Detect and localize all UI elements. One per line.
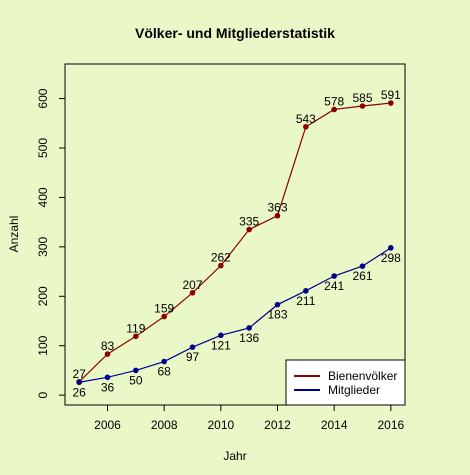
y-tick-label: 500 (36, 138, 50, 158)
data-point (133, 333, 139, 340)
series-1: 27 83 119 159 207 262 335 363 543 578 585 591 (72, 88, 401, 385)
data-point (218, 262, 224, 269)
data-label: 97 (186, 350, 200, 364)
y-tick-label: 200 (36, 286, 50, 306)
data-label: 121 (211, 338, 231, 352)
x-tick-label: 2014 (321, 418, 348, 432)
data-point (133, 367, 139, 374)
data-label: 211 (296, 294, 315, 308)
data-label: 26 (72, 385, 86, 399)
y-tick-label: 600 (36, 88, 50, 108)
data-point (161, 313, 167, 320)
plot-frame (64, 63, 406, 406)
data-point (189, 344, 196, 350)
y-tick-label: 0 (36, 391, 50, 398)
data-label: 262 (211, 251, 231, 265)
data-label: 543 (296, 112, 316, 126)
y-axis-label: Anzahl (7, 216, 21, 253)
data-point (274, 301, 281, 308)
data-point (303, 123, 309, 130)
data-label: 241 (324, 279, 344, 293)
x-tick-label: 2016 (377, 418, 404, 432)
y-axis: 0 100 200 300 400 500 600 (36, 88, 65, 398)
data-label: 183 (267, 308, 287, 322)
data-point (104, 374, 111, 381)
x-axis-label: Jahr (223, 449, 246, 463)
data-label: 68 (157, 365, 171, 379)
data-point (246, 226, 252, 233)
y-tick-label: 300 (36, 237, 50, 257)
data-point (274, 212, 281, 219)
data-point (303, 288, 309, 294)
data-label: 298 (381, 251, 401, 265)
data-label: 50 (129, 373, 143, 387)
data-label: 335 (239, 215, 259, 229)
data-label: 27 (72, 367, 86, 381)
series-2: 26 36 50 68 97 121 136 183 211 241 261 298 (72, 245, 401, 399)
y-tick-label: 100 (36, 335, 50, 355)
data-point (331, 273, 337, 279)
x-tick-label: 2008 (151, 418, 178, 432)
data-point (246, 325, 252, 331)
data-label: 83 (101, 339, 115, 353)
data-point (359, 263, 366, 269)
x-axis: 2006 2008 2010 2012 2014 2016 (94, 405, 405, 432)
x-tick-label: 2006 (94, 418, 121, 432)
data-point (331, 106, 337, 113)
data-label: 363 (267, 201, 287, 215)
legend-entry: Bienenvölker (328, 369, 397, 383)
series-line (79, 247, 392, 383)
chart-title: Völker- und Mitgliederstatistik (135, 25, 335, 41)
data-label: 591 (381, 88, 401, 102)
data-label: 159 (154, 302, 174, 316)
x-tick-label: 2010 (207, 418, 234, 432)
legend-entry: Mitglieder (328, 383, 380, 397)
data-label: 36 (101, 380, 115, 394)
data-point (189, 290, 196, 296)
x-tick-label: 2012 (264, 418, 291, 432)
data-label: 207 (182, 278, 202, 292)
data-label: 585 (352, 91, 372, 105)
data-point (76, 379, 82, 386)
data-point (104, 351, 111, 357)
data-label: 119 (126, 321, 145, 335)
data-point (161, 358, 167, 365)
data-label: 578 (324, 94, 344, 108)
series-layer: 27 83 119 159 207 262 335 363 543 578 585 591 26 36 50… (72, 88, 401, 399)
legend-box (285, 359, 406, 406)
data-point (218, 332, 224, 339)
series-line (78, 102, 391, 383)
data-label: 261 (352, 269, 372, 283)
data-point (359, 103, 366, 109)
y-tick-label: 400 (36, 187, 50, 207)
data-point (388, 100, 394, 106)
data-label: 136 (239, 331, 259, 345)
data-point (388, 245, 394, 251)
